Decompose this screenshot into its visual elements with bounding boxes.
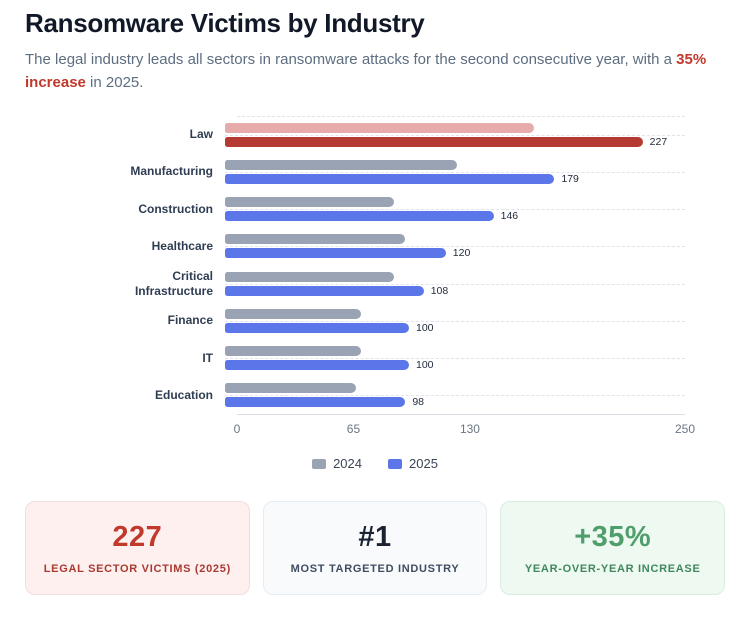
page-title: Ransomware Victims by Industry (25, 8, 425, 38)
gridline (225, 246, 685, 248)
category-label: Construction (138, 201, 213, 216)
chart-row: Construction 146 (25, 191, 725, 228)
stat-card-1: #1 MOST TARGETED INDUSTRY (262, 501, 488, 595)
category-label: Law (189, 127, 213, 142)
value-label: 227 (649, 135, 668, 148)
gridline (225, 209, 685, 211)
subtitle-text-after: in 2025. (85, 73, 144, 91)
chart-row: IT 100 (25, 340, 725, 377)
bar-2024 (225, 308, 362, 319)
value-label: 108 (430, 284, 449, 297)
category-label: Healthcare (151, 238, 213, 253)
x-tick-label: 0 (233, 422, 241, 436)
value-label: 146 (500, 210, 519, 223)
bar-2025 (225, 360, 409, 371)
legend-label: 2024 (333, 456, 362, 471)
category-label: Critical Infrastructure (134, 268, 213, 298)
x-tick-label: 130 (459, 422, 480, 436)
x-tick-label: 250 (674, 422, 696, 436)
chart-row: Education 98 (25, 377, 725, 414)
value-label: 179 (561, 172, 579, 185)
legend-swatch-2025 (388, 458, 402, 469)
stat-card-2: +35% YEAR-OVER-YEAR INCREASE (500, 501, 726, 595)
bar-2024 (225, 346, 362, 357)
bar-group: 179 (225, 153, 685, 190)
legend-item-2024[interactable]: 2024 (312, 456, 362, 471)
category-label: Finance (167, 313, 213, 328)
grouped-bar-chart: Law 227 Manufacturing 179 Construction 146 Hea… (25, 116, 725, 471)
page-subtitle: The legal industry leads all sectors in … (25, 49, 725, 94)
gridline (225, 171, 685, 173)
legend-item-2025[interactable]: 2025 (388, 456, 438, 471)
category-label: Manufacturing (130, 164, 213, 179)
chart-legend: 2024 2025 (25, 456, 725, 471)
bar-2025 (225, 173, 555, 184)
stat-label: YEAR-OVER-YEAR INCREASE (524, 562, 701, 575)
subtitle-text-before: The legal industry leads all sectors in … (25, 51, 677, 68)
legend-swatch-2024 (312, 458, 327, 469)
bar-group: 120 (225, 228, 685, 265)
bar-group: 146 (225, 191, 685, 228)
chart-row: Law 227 (25, 116, 725, 153)
stat-cards: 227 LEGAL SECTOR VICTIMS (2025) #1 MOST … (25, 501, 726, 595)
bar-2025 (225, 322, 409, 333)
gridline (225, 358, 685, 360)
bar-2025 (225, 211, 494, 222)
x-axis: 0 65 130 250 (233, 414, 695, 444)
bar-2024 (225, 159, 457, 170)
bar-group: 108 (225, 265, 685, 302)
stat-value: #1 (358, 521, 392, 553)
subtitle-highlight: 35% increase (25, 51, 707, 91)
gridline (225, 320, 685, 322)
bar-2025 (225, 397, 406, 408)
value-label: 100 (416, 321, 434, 334)
legend-label: 2025 (409, 456, 438, 471)
category-label: IT (202, 350, 213, 365)
bar-2025 (225, 248, 446, 259)
bar-2025 (225, 285, 424, 296)
chart-rows: Law 227 Manufacturing 179 Construction 146 Hea… (25, 116, 725, 414)
bar-2024 (225, 234, 406, 245)
bar-2025-highlight (225, 136, 643, 147)
bar-group: 98 (225, 377, 685, 414)
gridline (225, 283, 685, 285)
stat-label: LEGAL SECTOR VICTIMS (2025) (43, 562, 231, 575)
stat-card-0: 227 LEGAL SECTOR VICTIMS (2025) (25, 501, 250, 595)
stat-value: +35% (574, 521, 652, 553)
value-label: 100 (416, 359, 434, 372)
bar-group: 100 (225, 302, 685, 339)
x-tick-label: 65 (346, 422, 361, 436)
chart-row: Critical Infrastructure 108 (25, 265, 725, 302)
chart-row: Finance 100 (25, 302, 725, 339)
bar-group: 100 (225, 340, 685, 377)
chart-row: Healthcare 120 (25, 228, 725, 265)
category-label: Education (154, 387, 213, 402)
bar-2024 (225, 383, 356, 394)
bar-2024 (225, 197, 395, 208)
value-label: 98 (412, 396, 424, 409)
stat-value: 227 (112, 521, 163, 553)
bar-2024 (225, 271, 395, 282)
stat-label: MOST TARGETED INDUSTRY (290, 562, 460, 575)
gridline (225, 395, 685, 397)
bar-group: 227 (225, 116, 685, 153)
chart-row: Manufacturing 179 (25, 153, 725, 190)
gridline (225, 134, 685, 136)
bar-2024-highlight (225, 122, 535, 133)
value-label: 120 (452, 247, 471, 260)
